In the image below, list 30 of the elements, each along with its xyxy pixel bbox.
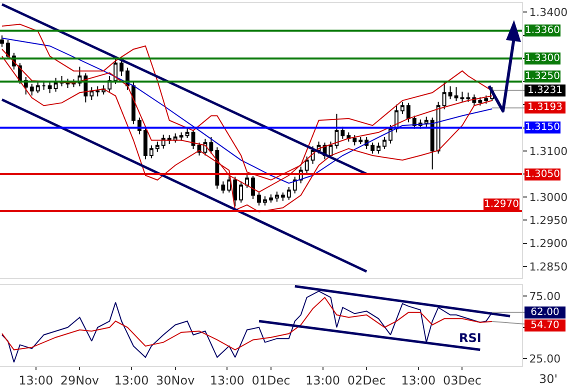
x-tick-label: 02Dec (347, 373, 386, 388)
y-tick-label: 1.3000 (529, 190, 568, 204)
y-tick-label: 1.2950 (529, 214, 568, 228)
ref-line-label: 1.3150 (525, 122, 560, 133)
text: 30' (539, 372, 558, 386)
ref-line-label: 1.3360 (525, 25, 560, 36)
y-tick-label: 25.00 (529, 352, 561, 366)
x-tick-label: 13:00 (210, 373, 244, 388)
y-tick-label: 75.00 (529, 290, 561, 304)
annotation: 1.3193 (528, 102, 562, 113)
x-tick-label: 03Dec (442, 373, 482, 388)
y-tick-label: 1.3100 (529, 144, 568, 158)
x-tick-label: 13:00 (305, 373, 340, 388)
series-label: RSI (459, 331, 482, 345)
x-tick-label: 13:00 (18, 373, 54, 388)
y-tick-label: 1.2900 (529, 237, 568, 250)
x-tick-label: 30Nov (156, 373, 195, 388)
y-tick-label: 1.3400 (529, 6, 568, 20)
annotation: 1.3231 (528, 85, 562, 96)
annotation: 62.00 (530, 307, 560, 318)
x-tick-label: 13:00 (114, 373, 149, 388)
ref-line-label: 1.2970 (484, 199, 519, 210)
ref-line-label: 1.3050 (525, 169, 560, 180)
ref-line-label: 1.3300 (525, 53, 560, 64)
annotation: 54.70 (530, 320, 560, 331)
y-tick-label: 1.2850 (529, 260, 568, 274)
x-tick-label: 13:00 (401, 373, 436, 388)
x-tick-label: 29Nov (60, 373, 100, 388)
x-tick-label: 01Dec (252, 373, 290, 388)
ref-line-label: 1.3250 (525, 71, 560, 82)
